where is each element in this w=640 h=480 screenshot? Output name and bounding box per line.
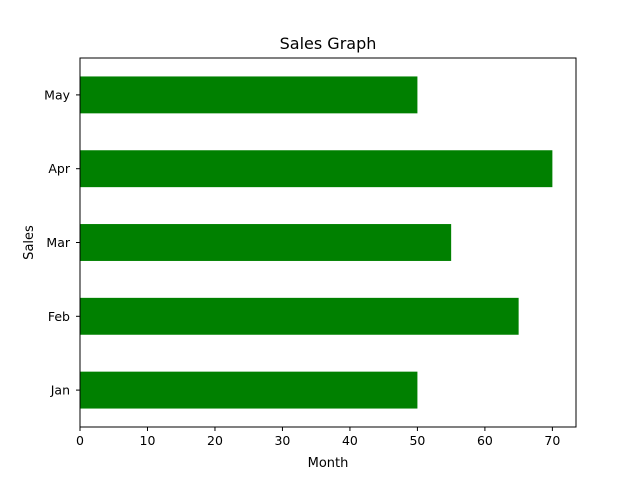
- bars-group: [80, 76, 553, 409]
- x-axis-label: Month: [308, 456, 349, 471]
- y-tick-label: May: [44, 87, 70, 102]
- x-tick-label: 60: [477, 433, 493, 448]
- y-axis-ticks: Jan Feb Mar Apr May: [44, 87, 80, 398]
- x-tick-label: 40: [342, 433, 358, 448]
- x-tick-label: 30: [274, 433, 290, 448]
- bar-feb: [80, 297, 519, 335]
- x-tick-label: 10: [140, 433, 156, 448]
- x-tick-label: 20: [207, 433, 223, 448]
- x-tick-label: 50: [409, 433, 425, 448]
- x-axis-ticks: 0 10 20 30 40 50 60 70: [76, 427, 560, 448]
- bar-mar: [80, 224, 452, 261]
- y-tick-label: Apr: [48, 161, 70, 176]
- y-axis-label: Sales: [22, 225, 37, 260]
- bar-may: [80, 76, 418, 114]
- bar-apr: [80, 150, 553, 188]
- x-tick-label: 0: [76, 433, 84, 448]
- y-tick-label: Jan: [50, 383, 70, 398]
- chart-title: Sales Graph: [280, 34, 377, 53]
- y-tick-label: Feb: [48, 309, 70, 324]
- bar-jan: [80, 371, 418, 409]
- y-tick-label: Mar: [46, 235, 70, 250]
- x-tick-label: 70: [544, 433, 560, 448]
